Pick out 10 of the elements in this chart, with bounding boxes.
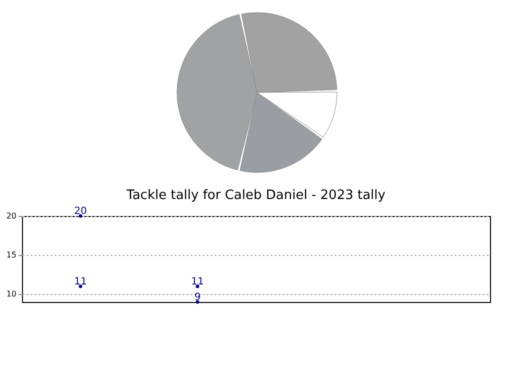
data-label: 11 bbox=[74, 276, 87, 288]
point bbox=[196, 284, 200, 288]
y-tick-label: 10 bbox=[6, 290, 16, 299]
y-tick-label: 20 bbox=[6, 212, 16, 220]
chart-title: Tackle tally for Caleb Daniel - 2023 tally bbox=[126, 188, 386, 203]
data-label: 9 bbox=[194, 292, 201, 303]
point bbox=[78, 284, 82, 288]
data-label: 20 bbox=[74, 206, 87, 217]
y-tick-label: 15 bbox=[6, 250, 16, 260]
data-label: 11 bbox=[191, 276, 204, 288]
